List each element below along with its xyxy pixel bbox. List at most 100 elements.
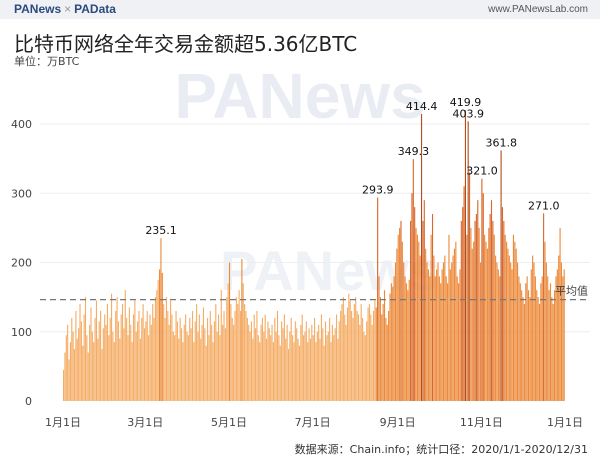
bar [555,276,557,401]
bar [231,317,233,401]
bar [204,328,206,401]
bar [399,227,401,401]
bar [418,241,420,401]
bar [276,310,279,401]
bar [90,307,92,401]
bar [253,314,255,401]
bar [364,335,366,401]
bar [98,321,100,401]
bar [559,227,561,401]
bar [526,276,528,401]
brand-separator: × [64,2,72,16]
bar [427,269,429,401]
bar [537,297,539,401]
bar [473,241,475,401]
bar [237,304,239,401]
bar [348,293,350,401]
bar [482,193,484,401]
bar [467,121,469,401]
bar [167,310,169,401]
bar [422,220,424,401]
bar [268,328,270,401]
bar [290,317,292,401]
bar [257,335,259,401]
bar [349,300,351,401]
bar [346,307,349,401]
bar [544,241,546,401]
bar [410,220,412,401]
bar [523,304,525,401]
bar [411,193,413,401]
bar [525,283,527,401]
bar [239,310,242,401]
bar [501,207,504,401]
bar [423,200,425,401]
bar [270,335,272,401]
bar [186,331,188,401]
bar [442,262,445,401]
y-tick-label: 200 [11,257,32,270]
bar [488,227,490,401]
bar [267,321,269,401]
bar [489,214,491,401]
bar [477,200,479,401]
bar [286,324,288,401]
bar [324,321,327,401]
bar [538,304,541,401]
bar [562,276,564,401]
bar [139,338,141,401]
bar [414,207,416,401]
bar [478,227,480,401]
bar [123,328,125,401]
bar [69,342,71,401]
bar [492,220,494,401]
bar [233,324,235,401]
bar [381,314,383,401]
bar [326,335,328,401]
bar [215,304,217,401]
source-note: 数据来源：Chain.info；统计口径：2020/1/1-2020/12/31 [294,443,588,456]
bar [345,324,347,401]
bar [272,342,274,401]
bar [541,276,543,401]
bar [245,310,247,401]
bar [65,335,67,401]
bar [67,324,69,401]
bar [207,317,209,401]
bar [385,317,387,401]
bar [534,276,536,401]
bar [408,279,410,401]
bar [87,352,89,401]
bar [307,342,309,401]
bar [471,248,473,401]
bar [466,234,468,401]
bar [260,324,262,401]
unit-label: 单位：万BTC [14,55,80,68]
bar [397,234,399,401]
bar [169,300,172,401]
site-url: www.PANewsLab.com [488,4,588,15]
bar [137,321,139,401]
bar [75,310,77,401]
bar [287,349,290,401]
bar [193,342,195,401]
bar [115,310,117,401]
bar [429,276,431,401]
top-bar: PANews × PAData www.PANewsLab.com [0,0,600,19]
bar [213,321,215,401]
bar [68,359,70,401]
bar [456,276,458,401]
bar [383,290,386,401]
bar [337,338,339,401]
bar [174,335,176,401]
bar [463,186,465,401]
data-label: 361.8 [485,136,517,149]
bar [224,328,226,401]
bar [322,328,324,401]
bar [100,310,102,401]
bar [120,314,122,401]
bar [496,262,498,401]
bar [560,262,563,401]
bar [143,328,146,401]
bar [200,338,202,401]
